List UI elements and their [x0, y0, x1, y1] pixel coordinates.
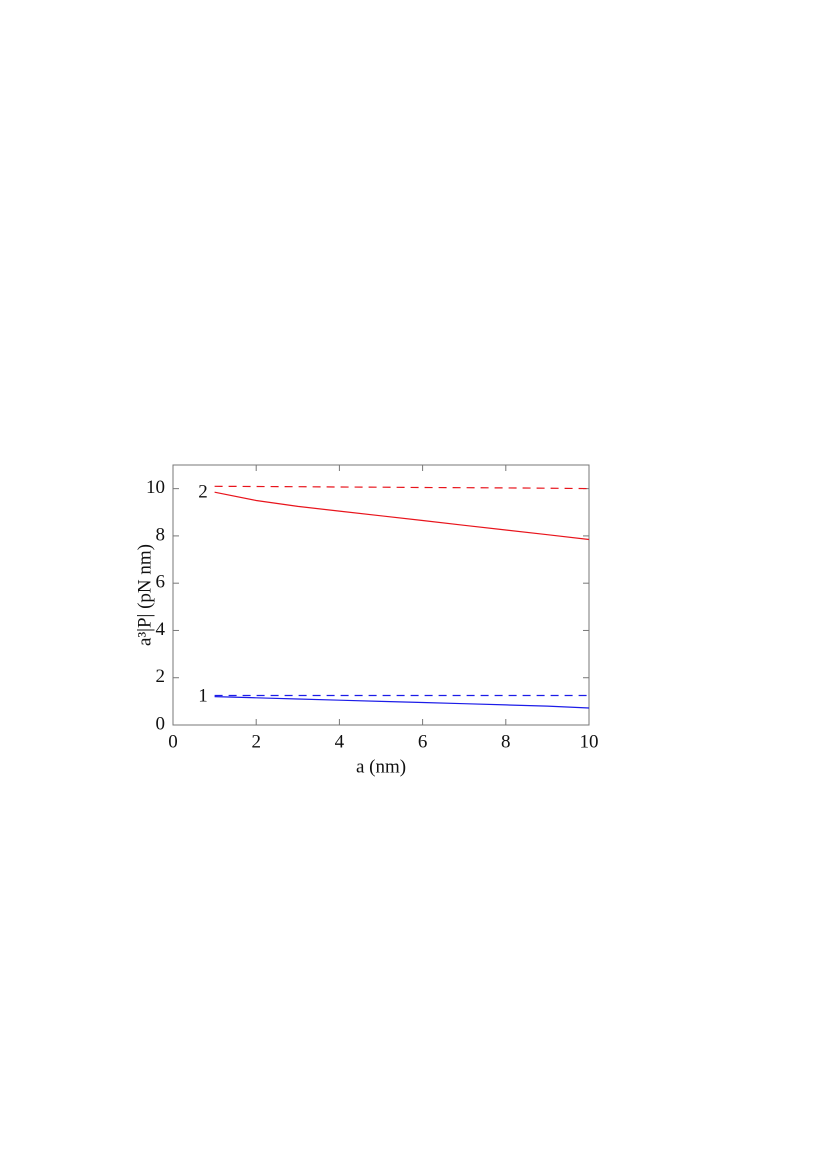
- x-tick-label: 6: [418, 731, 428, 752]
- x-tick-label: 8: [501, 731, 511, 752]
- x-tick-label: 0: [168, 731, 178, 752]
- x-tick-label: 4: [335, 731, 345, 752]
- series-line: [214, 491, 590, 541]
- x-tick-label: 2: [251, 731, 261, 752]
- annotation: 1: [198, 685, 208, 706]
- x-axis-label: a (nm): [356, 756, 406, 777]
- y-tick-label: 4: [156, 619, 166, 640]
- x-tick-label: 10: [580, 731, 599, 752]
- series-line: [214, 485, 590, 490]
- y-tick-label: 0: [156, 713, 166, 734]
- y-tick-label: 6: [156, 572, 166, 593]
- plot-frame: [172, 464, 590, 726]
- y-tick-label: 8: [156, 524, 166, 545]
- series-line: [214, 696, 590, 709]
- y-tick-label: 2: [156, 666, 166, 687]
- y-axis-label: a³|P| (pN nm): [134, 544, 155, 646]
- y-tick-label: 10: [146, 477, 165, 498]
- annotation: 2: [198, 481, 208, 502]
